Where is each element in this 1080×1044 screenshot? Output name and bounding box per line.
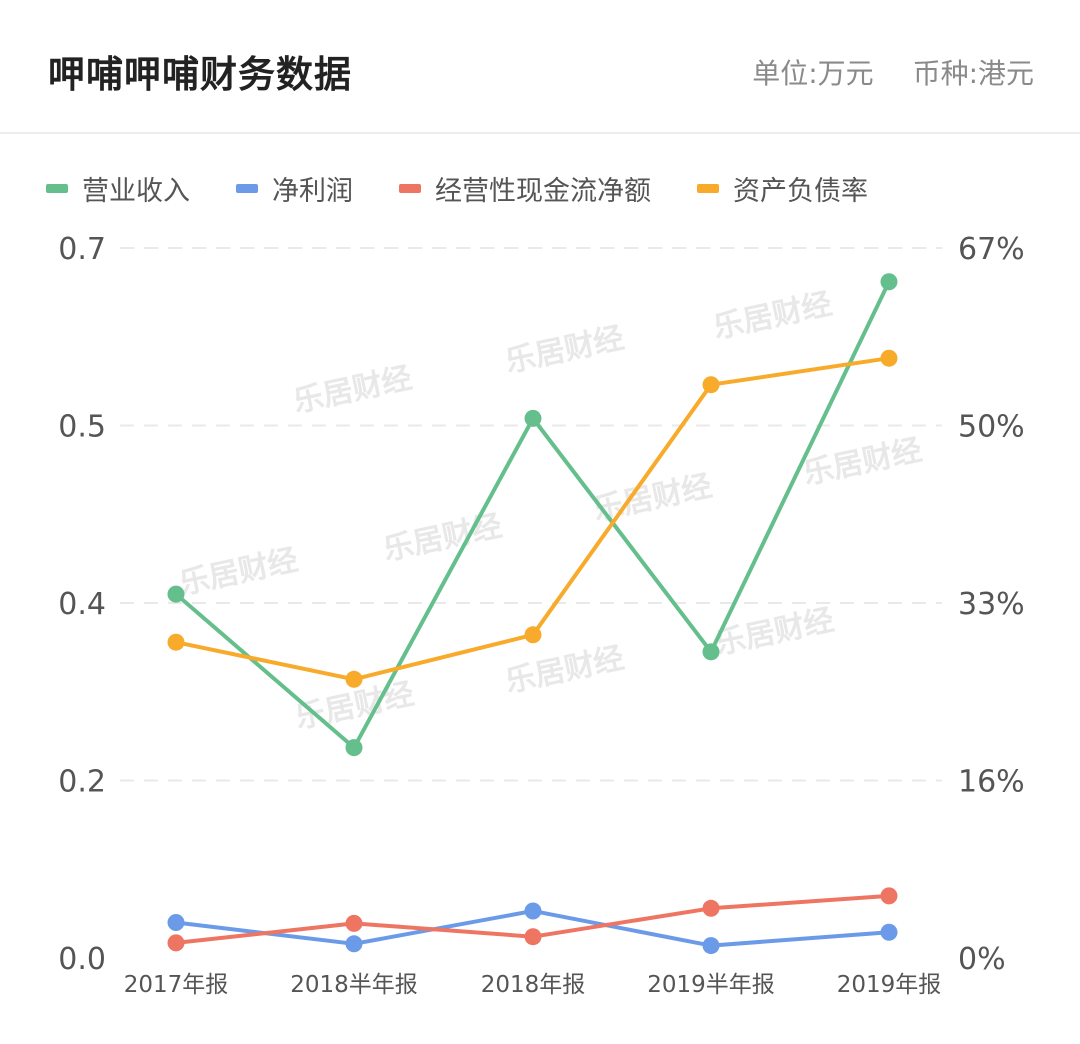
x-tick-2: 2018年报	[481, 972, 586, 998]
data-point-0-2	[524, 409, 542, 427]
unit-info: 单位:万元 币种:港元	[722, 52, 1034, 92]
data-point-3-3	[702, 376, 720, 394]
legend-label: 经营性现金流净额	[435, 175, 651, 207]
data-point-3-2	[524, 626, 542, 644]
chart-legend: 营业收入 净利润 经营性现金流净额 资产负债率	[46, 168, 914, 208]
data-point-2-0	[167, 934, 185, 952]
legend-label: 资产负债率	[733, 175, 868, 207]
data-point-1-3	[702, 937, 720, 955]
y-left-tick-0: 0.0	[58, 942, 106, 977]
unit-label: 单位:万元	[752, 57, 874, 90]
watermark-5: 乐居财经	[800, 433, 925, 492]
y-left-tick-2: 0.4	[58, 587, 106, 622]
legend-swatch	[697, 183, 719, 193]
header: 呷哺呷哺财务数据 单位:万元 币种:港元	[0, 0, 1080, 134]
y-right-tick-4: 67%	[958, 232, 1025, 267]
data-point-2-3	[702, 899, 720, 917]
watermark-2: 乐居财经	[710, 287, 835, 346]
y-left-tick-4: 0.7	[58, 232, 106, 267]
y-right-tick-2: 33%	[958, 587, 1025, 622]
legend-label: 营业收入	[82, 175, 190, 207]
legend-item-1[interactable]: 净利润	[236, 169, 353, 208]
y-right-tick-3: 50%	[958, 410, 1025, 445]
watermark-3: 乐居财经	[380, 509, 505, 568]
legend-swatch	[236, 183, 258, 193]
data-point-1-0	[167, 914, 185, 931]
page-title: 呷哺呷哺财务数据	[48, 53, 352, 96]
x-tick-1: 2018半年报	[290, 972, 418, 998]
data-point-3-0	[167, 633, 185, 651]
data-point-2-1	[345, 914, 363, 932]
legend-swatch	[399, 183, 421, 193]
data-point-2-4	[880, 887, 898, 905]
x-tick-0: 2017年报	[124, 972, 229, 998]
watermark-8: 乐居财经	[502, 641, 627, 700]
data-point-2-2	[524, 928, 542, 946]
y-left-tick-3: 0.5	[58, 410, 106, 445]
data-point-1-2	[524, 902, 542, 920]
y-right-tick-1: 16%	[958, 765, 1025, 800]
data-point-3-1	[345, 670, 363, 688]
y-left-tick-1: 0.2	[58, 765, 106, 800]
legend-label: 净利润	[272, 175, 353, 207]
legend-item-2[interactable]: 经营性现金流净额	[399, 169, 651, 208]
currency-label: 币种:港元	[912, 57, 1034, 90]
data-point-1-1	[345, 935, 363, 953]
data-point-0-3	[702, 643, 720, 661]
x-tick-4: 2019年报	[837, 972, 942, 998]
watermark-6: 乐居财经	[176, 543, 301, 602]
data-point-0-4	[880, 273, 898, 291]
data-point-0-0	[167, 585, 185, 603]
legend-swatch	[46, 183, 68, 193]
legend-item-3[interactable]: 资产负债率	[697, 169, 868, 208]
y-right-tick-0: 0%	[958, 942, 1006, 977]
watermark-1: 乐居财经	[502, 321, 627, 380]
data-point-0-1	[345, 739, 363, 757]
watermark-0: 乐居财经	[290, 361, 415, 420]
data-point-1-4	[880, 923, 898, 941]
x-tick-3: 2019半年报	[647, 972, 775, 998]
legend-item-0[interactable]: 营业收入	[46, 169, 190, 208]
data-point-3-4	[880, 349, 898, 367]
